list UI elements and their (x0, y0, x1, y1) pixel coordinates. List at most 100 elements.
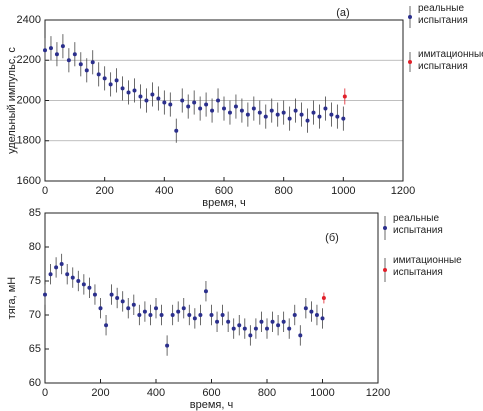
annotation: (а) (336, 7, 349, 19)
point (156, 96, 161, 101)
point (120, 299, 125, 304)
legend-label: имитационные испытания (418, 49, 483, 72)
x-tick-label: 200 (91, 387, 109, 399)
point (320, 316, 325, 321)
point (131, 302, 136, 307)
point (276, 323, 281, 328)
point (335, 114, 340, 119)
point (162, 100, 167, 105)
point (170, 313, 175, 317)
point (323, 106, 328, 111)
point (226, 319, 231, 324)
point (76, 279, 81, 283)
y-tick-label: 60 (29, 377, 41, 389)
point (78, 62, 83, 67)
point (60, 44, 65, 49)
x-tick-label: 800 (274, 185, 292, 197)
x-tick-label: 400 (155, 185, 173, 197)
point (251, 106, 256, 111)
point (159, 313, 164, 317)
y-tick-label: 80 (29, 241, 41, 253)
y-axis-label: удельный импульс, с (6, 47, 18, 154)
x-tick-label: 600 (215, 185, 233, 197)
point (142, 309, 147, 314)
point (298, 333, 303, 338)
x-tick-label: 800 (258, 387, 276, 399)
point (43, 292, 47, 297)
point (227, 110, 232, 115)
y-tick-label: 85 (29, 207, 41, 219)
point (231, 326, 236, 331)
point (92, 292, 97, 297)
point (65, 272, 70, 277)
point (70, 275, 75, 280)
point (245, 112, 250, 117)
point (120, 86, 125, 91)
point (81, 282, 86, 287)
x-tick-label: 0 (42, 387, 48, 399)
point (115, 296, 120, 300)
point (87, 285, 92, 290)
point (341, 116, 346, 121)
legend-label: реальные испытания (393, 213, 443, 236)
point (90, 60, 95, 65)
point (293, 108, 298, 113)
x-tick-label: 0 (42, 185, 48, 197)
legend-marker (383, 226, 387, 230)
point (126, 306, 131, 311)
point (114, 78, 119, 83)
point (198, 106, 203, 111)
point (84, 68, 89, 73)
y-tick-label: 1600 (17, 175, 41, 187)
point (287, 326, 292, 331)
legend-marker (408, 15, 412, 19)
point (102, 76, 107, 81)
point (198, 313, 203, 317)
point (275, 112, 280, 117)
x-tick-label: 200 (95, 185, 113, 197)
point (137, 313, 142, 317)
x-axis-label: время, ч (190, 399, 233, 411)
point (138, 94, 143, 99)
point (305, 118, 310, 123)
x-tick-label: 1200 (366, 387, 390, 399)
point (248, 333, 253, 338)
point (48, 272, 53, 277)
point (321, 296, 326, 300)
y-tick-label: 1800 (17, 135, 41, 147)
y-tick-label: 70 (29, 309, 41, 321)
y-tick-label: 75 (29, 275, 41, 287)
point (269, 108, 274, 113)
point (192, 316, 197, 321)
annotation: (б) (325, 232, 339, 244)
point (281, 319, 286, 324)
point (242, 326, 247, 331)
point (309, 309, 314, 314)
point (192, 100, 197, 105)
point (299, 112, 304, 117)
x-tick-label: 400 (147, 387, 165, 399)
point (265, 326, 269, 331)
point (317, 114, 322, 119)
point (54, 265, 59, 270)
legend-label: реальные испытания (418, 3, 468, 26)
point (174, 128, 179, 133)
point (220, 313, 225, 317)
y-tick-label: 2400 (17, 14, 41, 26)
point (59, 262, 64, 266)
point (98, 306, 103, 311)
point (154, 306, 158, 311)
point (54, 52, 59, 57)
point (259, 319, 264, 324)
point (342, 94, 347, 99)
y-axis-label: тяга, мН (6, 277, 18, 320)
point (144, 98, 149, 103)
point (314, 313, 319, 317)
point (222, 106, 226, 111)
point (48, 46, 53, 51)
x-tick-label: 1000 (331, 185, 355, 197)
point (257, 110, 262, 115)
x-axis-label: время, ч (202, 197, 245, 209)
plot-frame (44, 19, 404, 182)
